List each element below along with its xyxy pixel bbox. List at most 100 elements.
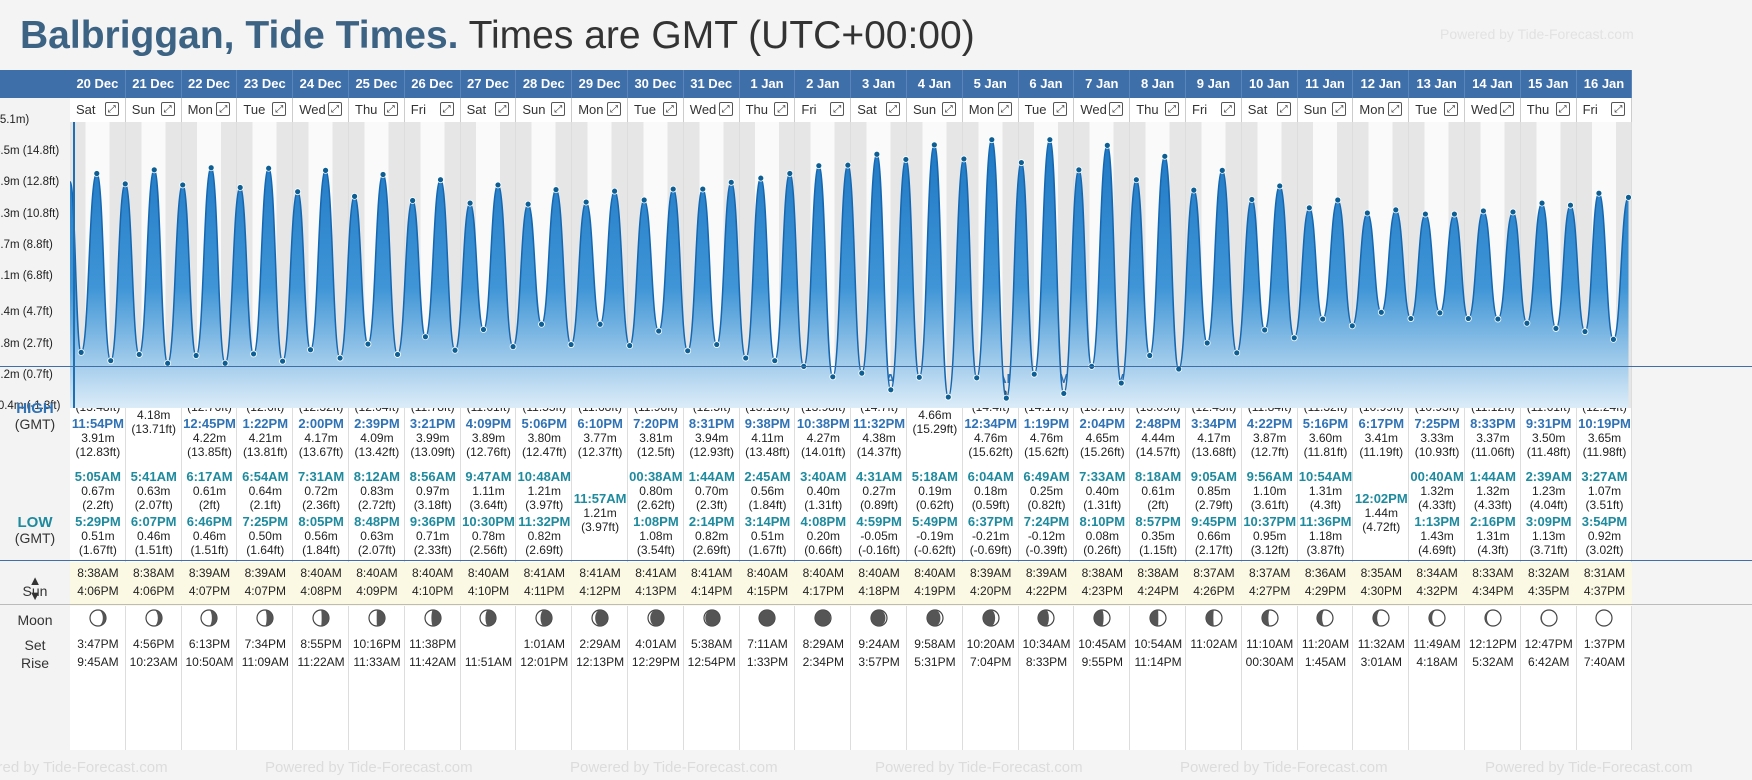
sunset-time: 4:17PM xyxy=(802,584,844,598)
tide-height-m: -0.21m xyxy=(972,529,1010,543)
day-weekday-row: Sun ⤢ xyxy=(125,98,182,122)
expand-icon[interactable]: ⤢ xyxy=(1164,102,1179,116)
day-weekday: Sat xyxy=(857,102,877,117)
expand-icon[interactable]: ⤢ xyxy=(1611,102,1626,116)
day-weekday: Wed xyxy=(1471,102,1498,117)
sun-row-bg xyxy=(237,562,294,606)
expand-icon[interactable]: ⤢ xyxy=(160,102,175,116)
expand-icon[interactable]: ⤢ xyxy=(1443,102,1458,116)
moonrise-time: 6:42AM xyxy=(1528,655,1570,669)
expand-icon[interactable]: ⤢ xyxy=(885,102,900,116)
tide-time: 1:08PM xyxy=(633,514,679,529)
expand-icon[interactable]: ⤢ xyxy=(1220,102,1235,116)
moon-shadow xyxy=(1150,610,1159,626)
sun-row-bg xyxy=(516,562,573,606)
expand-icon[interactable]: ⤢ xyxy=(551,102,566,116)
tide-height-ft: (-0.69ft) xyxy=(969,543,1012,557)
sun-row-bg xyxy=(739,562,796,606)
sunrise-time: 8:38AM xyxy=(1081,566,1123,580)
tide-point xyxy=(1552,325,1560,332)
low-tide-1: 1:44AM 0.70m (2.3ft) xyxy=(684,470,740,513)
tide-point xyxy=(1319,315,1327,323)
sunset-time: 4:15PM xyxy=(746,584,789,598)
low-label: LOW xyxy=(17,514,53,531)
tide-point xyxy=(538,320,545,328)
expand-icon[interactable]: ⤢ xyxy=(1555,102,1570,116)
moonset-time: 6:13PM xyxy=(188,637,231,651)
expand-icon[interactable]: ⤢ xyxy=(662,102,677,116)
expand-icon[interactable]: ⤢ xyxy=(495,102,510,116)
tide-height-ft: (1.31ft) xyxy=(804,498,843,512)
moon-phase-icon xyxy=(591,609,609,627)
tide-height-m: 0.83m xyxy=(360,484,394,498)
tide-point xyxy=(727,178,735,186)
moonrise-time: 11:42AM xyxy=(409,655,457,669)
expand-icon[interactable]: ⤢ xyxy=(216,102,231,116)
high-tide-2: 12:45PM 4.22m (13.85ft) xyxy=(182,417,238,460)
moonset-time: 12:47PM xyxy=(1524,637,1573,651)
tide-height-m: 3.33m xyxy=(1420,431,1454,445)
expand-icon[interactable]: ⤢ xyxy=(439,102,454,116)
tide-time: 7:25PM xyxy=(1414,416,1460,431)
tide-time: 4:08PM xyxy=(800,514,847,529)
expand-icon[interactable]: ⤢ xyxy=(1499,102,1514,116)
tide-time: 7:24PM xyxy=(1023,514,1070,529)
moon-shadow xyxy=(209,610,218,626)
high-tide-2: 10:38PM 4.27m (14.01ft) xyxy=(795,417,851,460)
expand-icon[interactable]: ⤢ xyxy=(774,102,789,116)
expand-icon[interactable]: ⤢ xyxy=(1276,102,1291,116)
tide-point xyxy=(1392,206,1400,214)
moonset-time: 10:45AM xyxy=(1078,637,1127,651)
expand-icon[interactable]: ⤢ xyxy=(606,102,621,116)
day-weekday-row: Sat ⤢ xyxy=(460,98,517,122)
tide-point xyxy=(611,187,619,195)
expand-icon[interactable]: ⤢ xyxy=(718,102,733,116)
sunset-time: 4:06PM xyxy=(133,584,175,598)
moonrise-time: 12:54PM xyxy=(687,655,736,669)
expand-icon[interactable]: ⤢ xyxy=(997,102,1012,116)
tide-height-ft: (11.81ft) xyxy=(1303,445,1348,459)
expand-icon[interactable]: ⤢ xyxy=(941,102,956,116)
tide-chart xyxy=(70,122,1632,408)
expand-icon[interactable]: ⤢ xyxy=(1388,102,1403,116)
expand-icon[interactable]: ⤢ xyxy=(830,102,845,116)
low-tide-1: 5:18AM 0.19m (0.62ft) xyxy=(907,470,963,513)
expand-icon[interactable]: ⤢ xyxy=(1109,102,1124,116)
tide-height-m: 3.65m xyxy=(1587,431,1622,445)
day-date: 20 Dec xyxy=(70,70,126,98)
moonset-time: 8:29AM xyxy=(802,637,844,651)
tide-point xyxy=(437,176,444,184)
tide-time: 6:17PM xyxy=(1358,416,1405,431)
low-tide-2: 4:08PM 0.20m (0.66ft) xyxy=(795,514,851,558)
left-header xyxy=(0,70,70,98)
day-weekday: Sun xyxy=(131,102,155,117)
day-weekday-row: Sun ⤢ xyxy=(516,98,573,122)
day-weekday-row: Fri ⤢ xyxy=(795,98,852,122)
sunrise-time: 8:37AM xyxy=(1249,566,1291,580)
moonrise-time: 5:31PM xyxy=(914,655,956,669)
tide-time: 1:22PM xyxy=(242,416,289,431)
tide-height-m: 4.76m xyxy=(974,431,1008,445)
sunrise-time: 8:38AM xyxy=(133,566,175,580)
tide-time: 7:31AM xyxy=(297,469,345,484)
sun-row-bg xyxy=(1186,562,1242,606)
day-weekday-row: Tue ⤢ xyxy=(628,98,684,122)
expand-icon[interactable]: ⤢ xyxy=(272,102,287,116)
tide-height-ft: (1.51ft) xyxy=(134,543,173,557)
expand-icon[interactable]: ⤢ xyxy=(383,102,398,116)
moonrise-time: 11:22AM xyxy=(297,655,345,669)
expand-icon[interactable]: ⤢ xyxy=(327,102,342,116)
tide-height-m: 0.51m xyxy=(81,529,115,543)
moon-phase-icon xyxy=(1316,609,1335,627)
high-tide-2: 8:33PM 3.37m (11.06ft) xyxy=(1465,417,1521,460)
table-divider-line xyxy=(0,560,1752,561)
tide-point xyxy=(1075,166,1083,174)
expand-icon[interactable]: ⤢ xyxy=(1332,102,1347,116)
day-weekday: Thu xyxy=(355,102,378,117)
moon-label: Moon xyxy=(17,612,53,628)
moonset-time: 5:38AM xyxy=(691,637,733,651)
expand-icon[interactable]: ⤢ xyxy=(1053,102,1068,116)
expand-icon[interactable]: ⤢ xyxy=(104,102,119,116)
watermark-text: Powered by Tide-Forecast.com xyxy=(875,759,1083,776)
low-tide-1: 4:31AM 0.27m (0.89ft) xyxy=(851,470,907,513)
